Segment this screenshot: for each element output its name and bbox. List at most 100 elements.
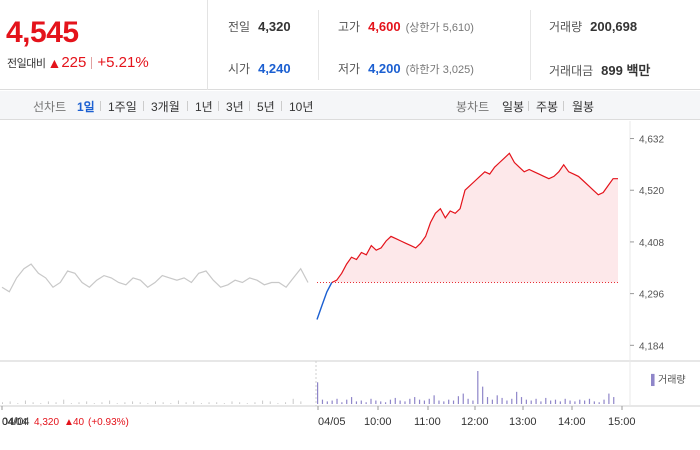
volume-bar xyxy=(231,401,233,404)
volume-legend: ▌ 거래량 xyxy=(651,373,686,387)
volume-bar xyxy=(9,401,11,404)
period-3y[interactable]: 3년 xyxy=(226,100,244,114)
volume-bar xyxy=(598,402,600,404)
volume-bar xyxy=(486,397,489,404)
volume-bar xyxy=(292,398,294,404)
footer-change: 40 xyxy=(73,417,85,428)
divider xyxy=(530,10,531,80)
volume-bar xyxy=(375,400,377,404)
divider xyxy=(528,101,529,111)
volume-bar xyxy=(608,393,610,404)
volume-bar xyxy=(269,401,271,404)
volume-bar xyxy=(477,371,479,404)
change-label: 전일대비 xyxy=(7,57,46,70)
change-value: 225 xyxy=(61,54,87,71)
divider xyxy=(91,56,93,69)
volume-bar xyxy=(511,398,513,404)
volume-bar xyxy=(530,400,532,404)
price-chart[interactable]: 4,632 4,520 4,408 4,296 4,184 04/04 04/05 10:0… xyxy=(0,121,700,450)
footer-date: 04/04 xyxy=(2,417,27,428)
volume-bar xyxy=(63,399,65,404)
period-1w[interactable]: 1주일 xyxy=(108,100,137,114)
volume-bar xyxy=(321,399,324,404)
ytick-label: 4,520 xyxy=(639,186,664,197)
ytick-label: 4,184 xyxy=(639,341,664,352)
volume-bar xyxy=(380,401,382,404)
volume-legend-label: 거래량 xyxy=(658,374,686,386)
volume-bar xyxy=(2,402,3,404)
divider xyxy=(187,101,188,111)
volume-bar xyxy=(550,400,552,404)
volume-bar xyxy=(438,400,440,404)
volume-bar xyxy=(569,400,571,404)
volume-bar xyxy=(457,396,459,404)
volume-bar xyxy=(404,401,406,404)
stat-label: 시가 xyxy=(228,62,251,76)
xtick-label: 04/05 xyxy=(318,416,346,428)
intraday-area xyxy=(331,153,618,283)
volume-bar xyxy=(399,400,401,404)
ytick-label: 4,632 xyxy=(639,135,664,146)
volume-bar xyxy=(418,399,421,404)
volume-bar xyxy=(55,402,57,404)
volume-bar xyxy=(101,402,103,404)
current-price: 4,545 xyxy=(6,16,79,49)
volume-bar xyxy=(579,399,581,404)
volume-bar xyxy=(47,401,49,404)
volume-bar xyxy=(564,398,566,404)
volume-bar xyxy=(177,400,179,404)
candle-monthly[interactable]: 월봉 xyxy=(572,100,595,114)
volume-bar xyxy=(24,400,26,404)
volume-bar xyxy=(394,397,396,404)
change-line: 전일대비 ▲ 225 +5.21% xyxy=(7,54,149,71)
candle-weekly[interactable]: 주봉 xyxy=(536,100,559,114)
volume-bar xyxy=(520,397,523,404)
stat-value: 4,200 xyxy=(368,61,401,76)
prev-day-line xyxy=(1,263,309,293)
volume-bar xyxy=(317,382,319,404)
period-10y[interactable]: 10년 xyxy=(289,100,314,114)
volume-bar xyxy=(384,402,387,404)
xtick-label: 12:00 xyxy=(461,416,489,428)
volume-bar xyxy=(300,401,302,404)
stat-volume: 거래량 200,698 xyxy=(549,18,637,35)
volume-bar xyxy=(346,399,348,404)
volume-bar xyxy=(139,402,141,404)
volume-bar xyxy=(336,398,338,404)
divider xyxy=(100,101,101,111)
intraday-series-down xyxy=(316,282,333,320)
volume-bar xyxy=(109,400,111,404)
period-1d[interactable]: 1일 xyxy=(77,100,95,114)
period-3m[interactable]: 3개월 xyxy=(151,100,180,114)
volume-bar xyxy=(491,399,493,404)
stat-value: 4,240 xyxy=(258,61,291,76)
volume-bar xyxy=(78,402,80,404)
volume-bar xyxy=(86,401,88,404)
volume-bar xyxy=(350,397,353,404)
volume-bar xyxy=(545,397,547,404)
volume-bar xyxy=(443,401,445,404)
period-1y[interactable]: 1년 xyxy=(195,100,213,114)
candle-daily[interactable]: 일봉 xyxy=(502,100,525,114)
period-5y[interactable]: 5년 xyxy=(257,100,275,114)
volume-bar xyxy=(462,393,464,404)
volume-chart xyxy=(2,371,615,404)
volume-bar xyxy=(389,399,392,404)
volume-bar xyxy=(603,399,605,404)
stat-low: 저가 4,200 (하한가 3,025) xyxy=(338,60,474,77)
xtick-label: 11:00 xyxy=(414,416,441,428)
intraday-series-up xyxy=(331,152,618,284)
stat-high: 고가 4,600 (상한가 5,610) xyxy=(338,18,474,35)
volume-bar xyxy=(525,399,527,404)
volume-bar xyxy=(423,400,426,404)
y-axis: 4,632 4,520 4,408 4,296 4,184 xyxy=(630,135,664,352)
volume-bar xyxy=(162,402,164,404)
volume-bar xyxy=(370,398,372,404)
stat-value: 899 백만 xyxy=(601,63,651,78)
footer-arrow-icon: ▲ xyxy=(64,417,74,428)
volume-bar xyxy=(147,403,149,404)
volume-bar xyxy=(17,403,19,404)
volume-bar xyxy=(467,398,469,404)
volume-bar xyxy=(262,400,264,404)
volume-bar xyxy=(433,395,435,404)
